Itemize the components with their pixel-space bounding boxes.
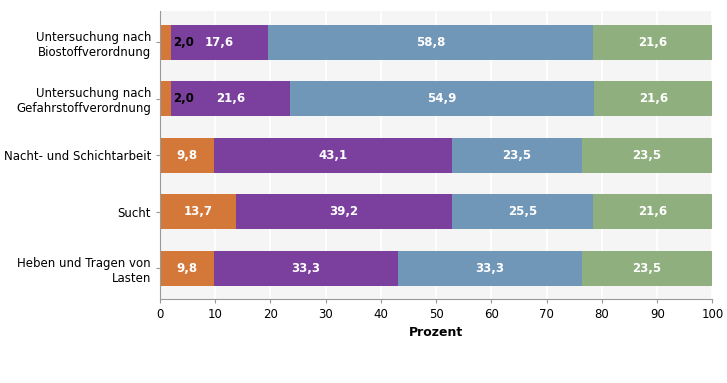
Bar (160, 250, 214, 286)
Bar (268, 25, 593, 60)
Bar (160, 137, 214, 173)
Text: 54,9: 54,9 (427, 92, 457, 105)
Text: 21,6: 21,6 (638, 205, 667, 218)
Bar (290, 81, 594, 116)
Bar (452, 137, 582, 173)
Bar (160, 25, 171, 60)
Bar (214, 250, 398, 286)
Text: 9,8: 9,8 (177, 149, 198, 162)
Text: 23,5: 23,5 (632, 262, 662, 275)
Bar (593, 194, 712, 229)
Text: 39,2: 39,2 (329, 205, 358, 218)
Text: 43,1: 43,1 (318, 149, 348, 162)
Bar (160, 194, 236, 229)
X-axis label: Prozent: Prozent (409, 326, 463, 339)
Text: 33,3: 33,3 (292, 262, 321, 275)
Bar (593, 25, 712, 60)
Bar (171, 81, 290, 116)
Bar (594, 81, 713, 116)
Text: 21,6: 21,6 (639, 92, 668, 105)
Bar (452, 194, 593, 229)
Text: 25,5: 25,5 (508, 205, 537, 218)
Bar (171, 25, 268, 60)
Bar (582, 250, 712, 286)
Text: 13,7: 13,7 (183, 205, 212, 218)
Text: 17,6: 17,6 (205, 36, 234, 49)
Text: 21,6: 21,6 (638, 36, 667, 49)
Text: 9,8: 9,8 (177, 262, 198, 275)
Text: 23,5: 23,5 (632, 149, 662, 162)
Text: 23,5: 23,5 (502, 149, 531, 162)
Text: 2,0: 2,0 (172, 92, 193, 105)
Text: 58,8: 58,8 (416, 36, 446, 49)
Bar (398, 250, 582, 286)
Bar (582, 137, 712, 173)
Bar (236, 194, 452, 229)
Text: 33,3: 33,3 (475, 262, 505, 275)
Bar (214, 137, 452, 173)
Text: 21,6: 21,6 (216, 92, 245, 105)
Text: 2,0: 2,0 (172, 36, 193, 49)
Bar (160, 81, 171, 116)
